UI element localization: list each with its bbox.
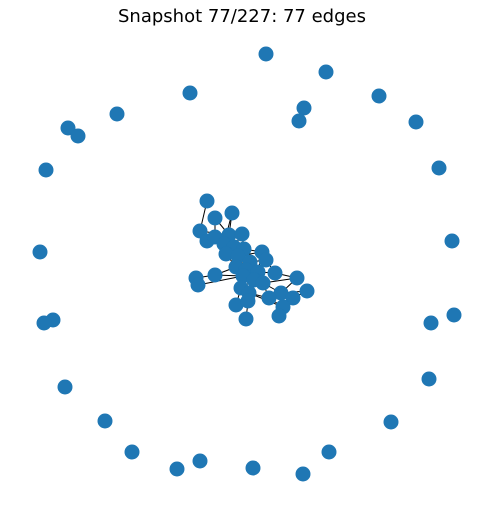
- graph-node: [109, 106, 125, 122]
- graph-node: [60, 120, 76, 136]
- graph-node: [383, 414, 399, 430]
- graph-node: [207, 267, 223, 283]
- graph-node: [169, 461, 185, 477]
- graph-node: [192, 453, 208, 469]
- graph-node: [285, 290, 301, 306]
- graph-node: [238, 311, 254, 327]
- graph-node: [57, 379, 73, 395]
- graph-node: [421, 371, 437, 387]
- graph-node: [245, 460, 261, 476]
- node-layer: [32, 46, 462, 482]
- graph-node: [431, 160, 447, 176]
- graph-node: [224, 205, 240, 221]
- graph-node: [32, 244, 48, 260]
- graph-node: [321, 444, 337, 460]
- graph-edge: [197, 275, 244, 286]
- graph-node: [36, 315, 52, 331]
- graph-node: [261, 290, 277, 306]
- graph-node: [190, 277, 206, 293]
- graph-node: [318, 64, 334, 80]
- graph-node: [423, 315, 439, 331]
- graph-node: [444, 233, 460, 249]
- graph-node: [124, 444, 140, 460]
- graph-node: [408, 114, 424, 130]
- figure-title: Snapshot 77/227: 77 edges: [118, 6, 366, 27]
- graph-node: [273, 285, 289, 301]
- graph-node: [199, 193, 215, 209]
- graph-node: [234, 226, 250, 242]
- graph-node: [267, 265, 283, 281]
- graph-node: [255, 275, 271, 291]
- graph-node: [182, 85, 198, 101]
- graph-node: [289, 270, 305, 286]
- graph-node: [38, 162, 54, 178]
- graph-node: [295, 466, 311, 482]
- graph-node: [299, 283, 315, 299]
- graph-node: [228, 297, 244, 313]
- graph-node: [258, 46, 274, 62]
- graph-node: [97, 413, 113, 429]
- graph-node: [207, 210, 223, 226]
- graph-node: [258, 252, 274, 268]
- graph-node: [271, 308, 287, 324]
- graph-node: [218, 246, 234, 262]
- graph-node: [70, 128, 86, 144]
- graph-node: [291, 113, 307, 129]
- graph-node: [296, 100, 312, 116]
- graph-node: [240, 293, 256, 309]
- graph-node: [371, 88, 387, 104]
- graph-node: [446, 307, 462, 323]
